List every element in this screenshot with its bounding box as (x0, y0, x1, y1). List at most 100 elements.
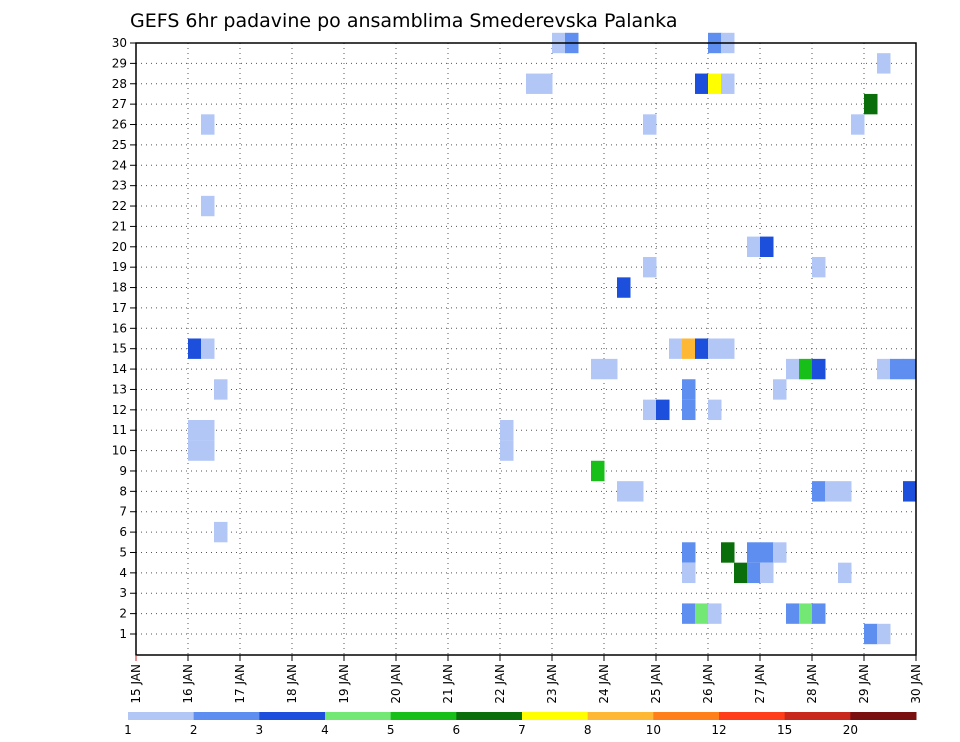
legend-swatch (587, 712, 654, 720)
y-tick-label: 8 (119, 484, 127, 498)
precip-cell (903, 481, 917, 502)
precip-cell (617, 277, 631, 298)
y-tick-label: 2 (119, 607, 127, 621)
y-tick-label: 16 (112, 321, 127, 335)
y-tick-label: 23 (112, 179, 127, 193)
precip-cell (214, 379, 228, 400)
legend-label: 10 (646, 723, 661, 737)
y-tick-label: 1 (119, 627, 127, 641)
legend-label: 20 (843, 723, 858, 737)
y-tick-label: 27 (112, 97, 127, 111)
precip-cell (500, 420, 514, 441)
legend-swatch (784, 712, 851, 720)
legend-swatch (259, 712, 326, 720)
legend-label: 2 (190, 723, 198, 737)
precip-cell (786, 603, 800, 624)
precip-cell (890, 358, 904, 380)
y-tick-label: 5 (119, 545, 127, 559)
precip-cell (617, 481, 631, 502)
precip-cell (604, 358, 618, 380)
precip-cell (877, 623, 891, 645)
precip-cell (201, 440, 215, 461)
legend-swatch (850, 712, 917, 720)
legend-swatch (719, 712, 786, 720)
precip-cell (643, 399, 657, 421)
legend-swatch (193, 712, 260, 720)
x-tick-label: 29 JAN (857, 664, 871, 704)
legend-label: 8 (584, 723, 592, 737)
precip-cell (747, 236, 761, 257)
precip-cell (708, 603, 722, 624)
precip-cell (682, 603, 696, 624)
precip-cell (708, 73, 722, 94)
precip-cell (188, 338, 202, 359)
precip-cell (864, 93, 878, 115)
y-tick-label: 11 (112, 423, 127, 437)
precip-cell (188, 420, 202, 441)
precip-cell (630, 481, 644, 502)
x-tick-label: 17 JAN (233, 664, 247, 704)
precip-cell (201, 338, 215, 359)
precip-cell (721, 338, 735, 359)
precip-cell (851, 114, 865, 135)
x-tick-label: 22 JAN (493, 664, 507, 704)
precip-cell (201, 195, 215, 217)
precip-cell (669, 338, 683, 359)
chart-title: GEFS 6hr padavine po ansamblima Smederev… (130, 10, 677, 32)
y-tick-label: 28 (112, 77, 127, 91)
y-tick-label: 6 (119, 525, 127, 539)
x-tick-label: 25 JAN (649, 664, 663, 704)
y-tick-label: 25 (112, 138, 127, 152)
y-tick-label: 10 (112, 444, 127, 458)
precip-cell (201, 114, 215, 135)
x-tick-label: 21 JAN (441, 664, 455, 704)
x-tick-label: 24 JAN (597, 664, 611, 704)
y-tick-label: 30 (112, 36, 127, 50)
y-tick-label: 7 (119, 505, 127, 519)
precip-cell (539, 73, 553, 94)
y-tick-label: 3 (119, 586, 127, 600)
precip-cell (188, 440, 202, 461)
precip-cell (773, 379, 787, 400)
y-tick-label: 21 (112, 219, 127, 233)
precip-cell (682, 379, 696, 400)
color-legend: 1 2 3 4 5 6 7 8 10 12 15 20 (124, 712, 917, 737)
y-tick-label: 12 (112, 403, 127, 417)
precip-cell (214, 521, 228, 543)
precip-cell (877, 358, 891, 380)
y-tick-label: 15 (112, 342, 127, 356)
legend-label: 6 (453, 723, 461, 737)
precip-cell (786, 358, 800, 380)
x-tick-label: 20 JAN (389, 664, 403, 704)
y-tick-label: 9 (119, 464, 127, 478)
legend-label: 3 (256, 723, 264, 737)
x-tick-label: 18 JAN (285, 664, 299, 704)
precip-cell (903, 358, 917, 380)
precip-cell (760, 562, 774, 584)
x-tick-label: 16 JAN (181, 664, 195, 704)
y-tick-label: 26 (112, 118, 127, 132)
legend-label: 12 (711, 723, 726, 737)
y-tick-label: 24 (112, 158, 127, 172)
precip-cell (500, 440, 514, 461)
precip-cell (799, 358, 813, 380)
precip-cell (695, 603, 709, 624)
y-tick-label: 4 (119, 566, 127, 580)
precip-cell (695, 338, 709, 359)
precip-cell (591, 460, 605, 482)
x-axis: 15 JAN 16 JAN 17 JAN 18 JAN 19 JAN 20 JAN 21 J… (129, 655, 923, 704)
precip-cells (188, 32, 917, 645)
y-tick-label: 17 (112, 301, 127, 315)
y-tick-label: 14 (112, 362, 127, 376)
precip-cell (864, 623, 878, 645)
y-axis: 1234567891011121314151617181920212223242… (112, 36, 136, 641)
legend-swatch (128, 712, 195, 720)
precip-cell (721, 73, 735, 94)
x-tick-label: 19 JAN (337, 664, 351, 704)
precip-cell (682, 399, 696, 421)
precip-cell (682, 338, 696, 359)
legend-label: 1 (124, 723, 132, 737)
precip-cell (812, 481, 826, 502)
precip-cell (773, 542, 787, 563)
precip-cell (838, 481, 852, 502)
